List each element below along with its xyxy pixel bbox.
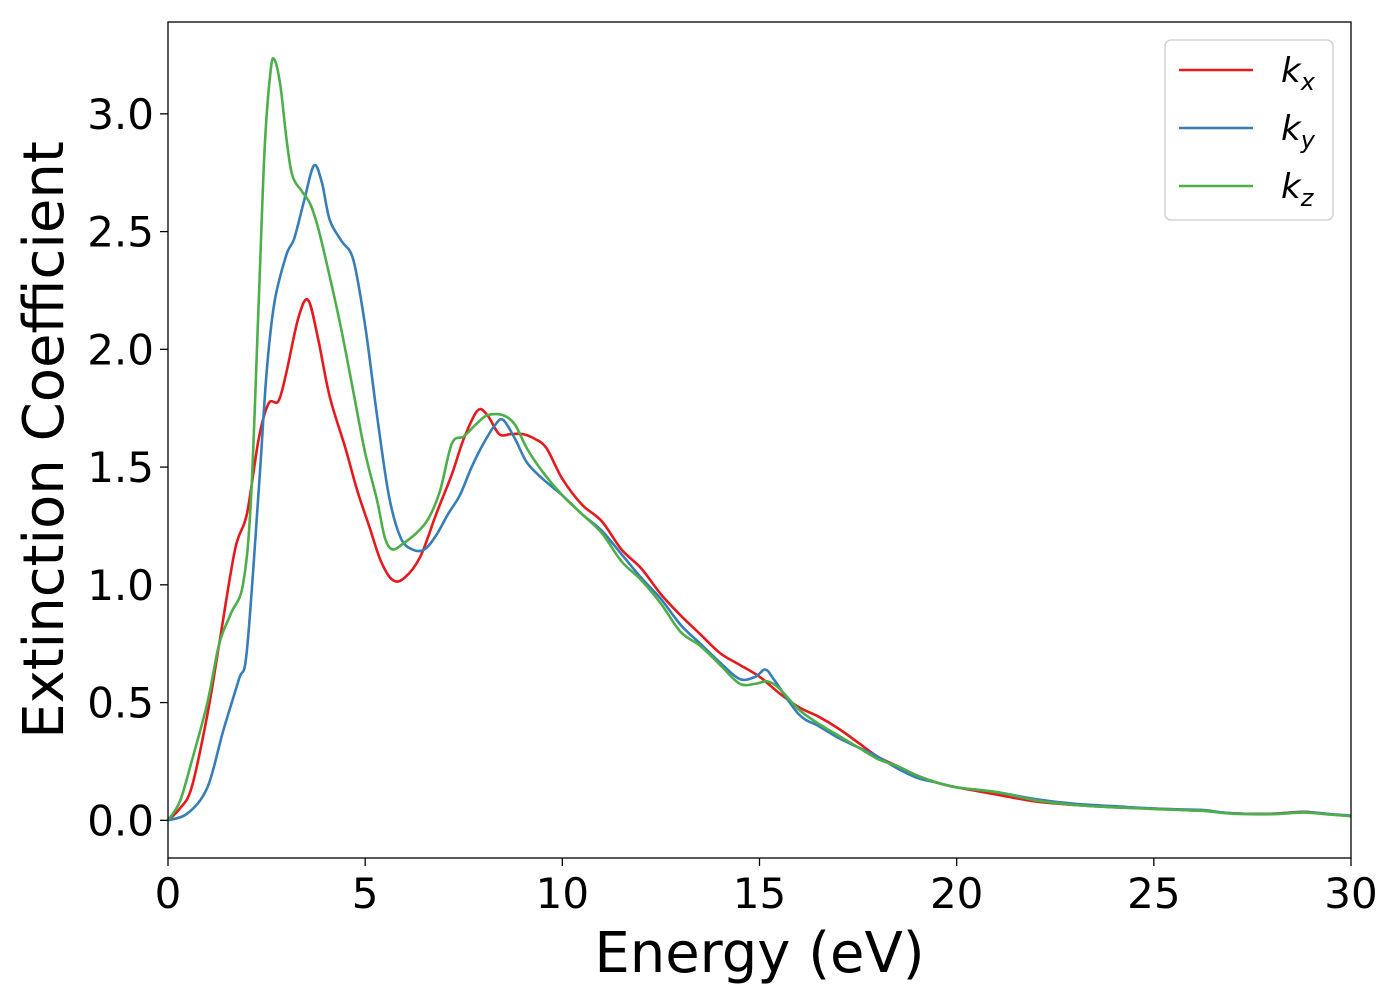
y-tick-label: 2.5	[87, 208, 154, 257]
legend-label-kz: kz	[1281, 167, 1315, 212]
y-tick-label: 3.0	[87, 90, 154, 139]
legend-box	[1164, 39, 1334, 221]
x-tick-label: 15	[733, 869, 786, 918]
legend-subscript: y	[1300, 126, 1316, 154]
x-tick-label: 0	[155, 869, 182, 918]
y-tick-label: 2.0	[87, 325, 154, 374]
series-line-ky	[168, 163, 1351, 822]
legend-subscript: z	[1300, 184, 1315, 212]
y-tick-label: 0.0	[87, 796, 154, 845]
x-tick-label: 20	[930, 869, 983, 918]
series-line-kx	[168, 297, 1351, 822]
series-lines	[168, 57, 1351, 822]
x-axis-title: Energy (eV)	[594, 921, 924, 986]
legend-subscript: x	[1300, 68, 1316, 96]
x-tick-label: 25	[1127, 869, 1180, 918]
x-tick-label: 30	[1324, 869, 1377, 918]
y-tick-label: 1.5	[87, 443, 154, 492]
series-line-kz	[168, 57, 1351, 822]
y-axis-title: Extinction Coefficient	[12, 141, 77, 739]
x-tick-label: 10	[536, 869, 589, 918]
y-tick-label: 1.0	[87, 561, 154, 610]
y-tick-label: 0.5	[87, 679, 154, 728]
x-tick-label: 5	[352, 869, 379, 918]
